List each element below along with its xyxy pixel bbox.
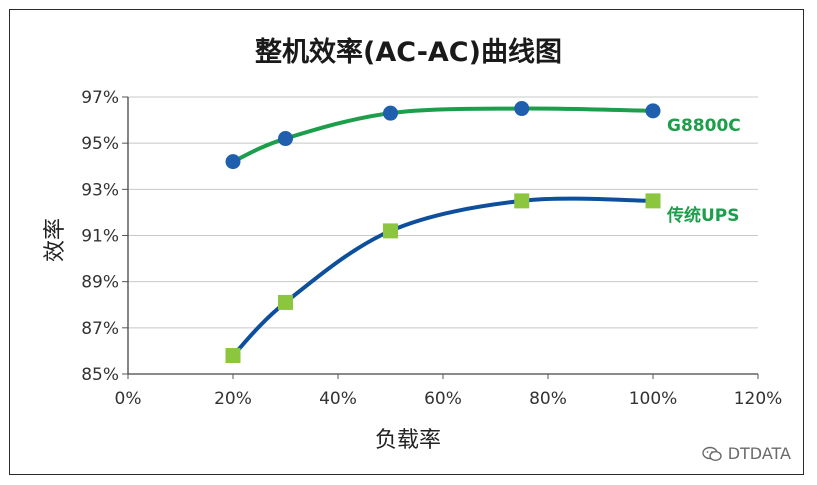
x-tick-label: 80% — [529, 389, 567, 409]
x-axis-label: 负载率 — [375, 428, 441, 453]
y-tick-label: 89% — [81, 273, 119, 293]
x-tick-label: 60% — [424, 389, 462, 409]
y-tick-label: 91% — [81, 227, 119, 247]
y-tick-label: 87% — [81, 319, 119, 339]
data-point-traditional-ups — [278, 294, 293, 310]
y-tick-label: 97% — [81, 88, 119, 108]
data-point-g8800c — [278, 131, 293, 147]
series-label-traditional-ups: 传统UPS — [666, 205, 740, 226]
data-point-traditional-ups — [514, 193, 530, 209]
x-tick-label: 40% — [319, 389, 357, 409]
data-point-g8800c — [383, 105, 398, 121]
y-tick-label: 95% — [81, 134, 119, 154]
y-tick-label: 93% — [81, 180, 119, 200]
y-axis-label: 效率 — [43, 218, 68, 262]
wechat-icon — [701, 446, 722, 461]
x-tick-label: 100% — [629, 389, 678, 409]
data-point-traditional-ups — [645, 193, 661, 209]
chart-title: 整机效率(AC-AC)曲线图 — [255, 37, 562, 68]
chart-frame — [9, 9, 804, 475]
data-point-traditional-ups — [225, 348, 241, 364]
data-point-g8800c — [514, 101, 530, 117]
x-tick-label: 20% — [214, 389, 252, 409]
watermark: DTDATA — [701, 444, 791, 463]
y-tick-label: 85% — [81, 365, 119, 385]
series-line-traditional-ups — [231, 196, 655, 358]
x-tick-label: 120% — [734, 389, 783, 409]
data-point-g8800c — [645, 103, 661, 119]
series-line-g8800c — [231, 106, 655, 164]
series-label-g8800c: G8800C — [667, 116, 741, 136]
x-tick-label: 0% — [115, 389, 142, 409]
watermark-text: DTDATA — [727, 444, 791, 463]
data-point-traditional-ups — [383, 223, 398, 239]
data-point-g8800c — [225, 154, 241, 170]
